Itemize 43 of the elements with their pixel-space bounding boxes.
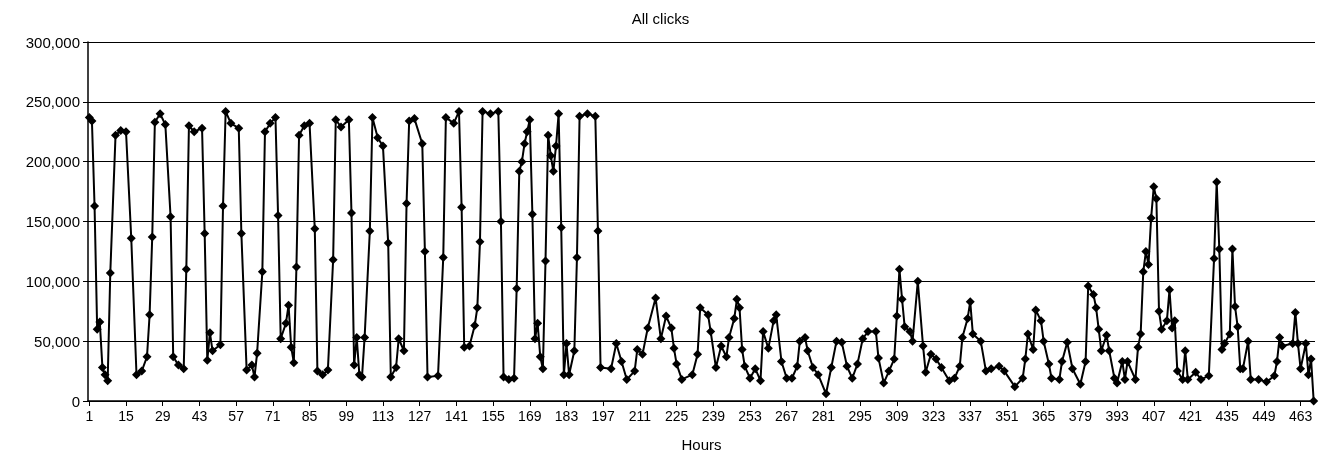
x-tick-label: 421 xyxy=(1178,408,1203,424)
x-tick-label: 113 xyxy=(371,408,395,424)
x-tick-label: 43 xyxy=(191,408,208,424)
x-tick-label: 15 xyxy=(118,408,135,424)
x-tick-label: 225 xyxy=(664,408,689,424)
x-tick-label: 85 xyxy=(301,408,318,424)
x-tick-label: 127 xyxy=(407,408,432,424)
x-tick-label: 463 xyxy=(1288,408,1313,424)
y-tick-label: 50,000 xyxy=(34,332,80,350)
x-tick-label: 407 xyxy=(1142,408,1166,424)
y-tick-label: 100,000 xyxy=(25,272,80,290)
x-axis-title: Hours xyxy=(681,436,722,453)
y-tick-label: 250,000 xyxy=(25,93,80,111)
x-tick-label: 141 xyxy=(444,408,469,424)
y-tick-label: 200,000 xyxy=(25,153,80,171)
x-tick-label: 71 xyxy=(265,408,281,424)
x-tick-label: 295 xyxy=(848,408,873,424)
x-tick-label: 155 xyxy=(481,408,505,424)
x-tick-label: 351 xyxy=(995,408,1019,424)
x-tick-label: 197 xyxy=(591,408,616,424)
y-tick-label: 0 xyxy=(71,392,80,410)
x-tick-label: 393 xyxy=(1105,408,1129,424)
x-tick-label: 267 xyxy=(775,408,799,424)
chart-title: All clicks xyxy=(631,10,690,27)
x-tick-label: 323 xyxy=(921,408,946,424)
x-tick-label: 29 xyxy=(154,408,171,424)
x-tick-label: 337 xyxy=(958,408,983,424)
x-tick-label: 57 xyxy=(228,408,245,424)
x-tick-label: 365 xyxy=(1031,408,1056,424)
x-tick-label: 211 xyxy=(628,408,652,424)
x-tick-label: 253 xyxy=(738,408,762,424)
x-tick-label: 183 xyxy=(554,408,579,424)
x-tick-label: 449 xyxy=(1252,408,1276,424)
y-tick-label: 150,000 xyxy=(25,213,80,230)
x-tick-label: 99 xyxy=(338,408,355,424)
x-tick-label: 1 xyxy=(85,408,94,424)
x-tick-label: 281 xyxy=(811,408,836,424)
y-tick-label: 300,000 xyxy=(25,33,80,51)
x-tick-label: 379 xyxy=(1068,408,1093,424)
x-tick-label: 169 xyxy=(518,408,542,424)
x-tick-label: 239 xyxy=(701,408,726,424)
x-tick-label: 435 xyxy=(1215,408,1240,424)
x-tick-label: 309 xyxy=(885,408,909,424)
